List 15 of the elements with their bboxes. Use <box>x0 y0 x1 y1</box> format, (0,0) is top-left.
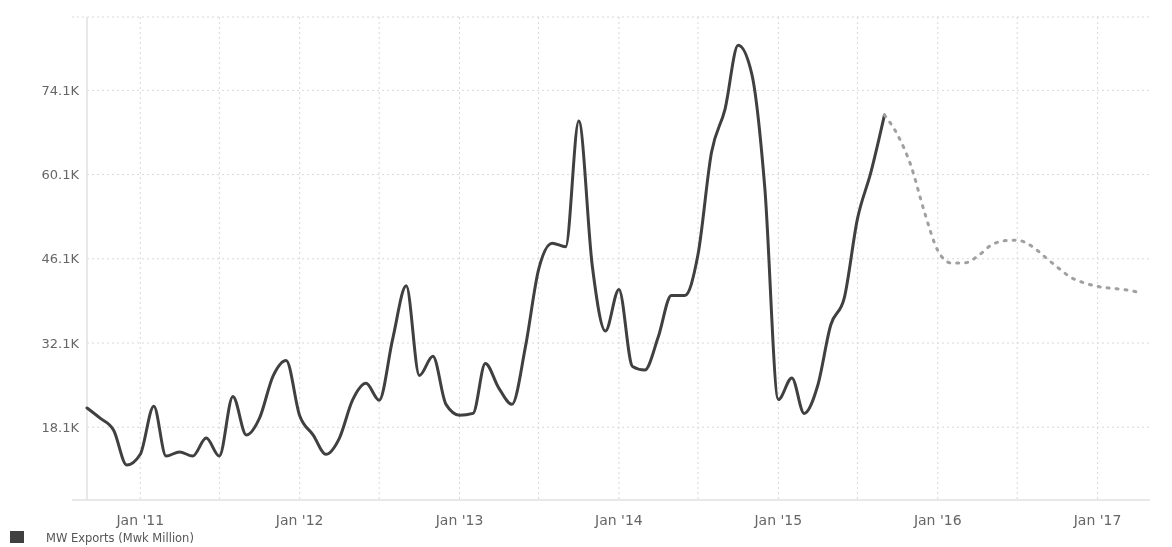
x-tick-label: Jan '11 <box>115 512 165 528</box>
x-tick-label: Jan '12 <box>274 512 324 528</box>
x-tick-label: Jan '13 <box>434 512 484 528</box>
y-tick-label: 18.1K <box>41 419 80 435</box>
y-tick-label: 74.1K <box>41 82 80 98</box>
y-tick-label: 32.1K <box>41 335 80 351</box>
y-tick-label: 46.1K <box>41 251 80 267</box>
y-tick-label: 60.1K <box>41 167 80 183</box>
legend-label: MW Exports (Mwk Million) <box>46 531 194 545</box>
x-tick-label: Jan '14 <box>594 512 643 528</box>
line-series <box>882 113 1139 294</box>
x-tick-label: Jan '16 <box>912 512 962 528</box>
line-series <box>85 43 886 467</box>
x-tick-label: Jan '15 <box>753 512 803 528</box>
x-tick-label: Jan '17 <box>1072 512 1122 528</box>
